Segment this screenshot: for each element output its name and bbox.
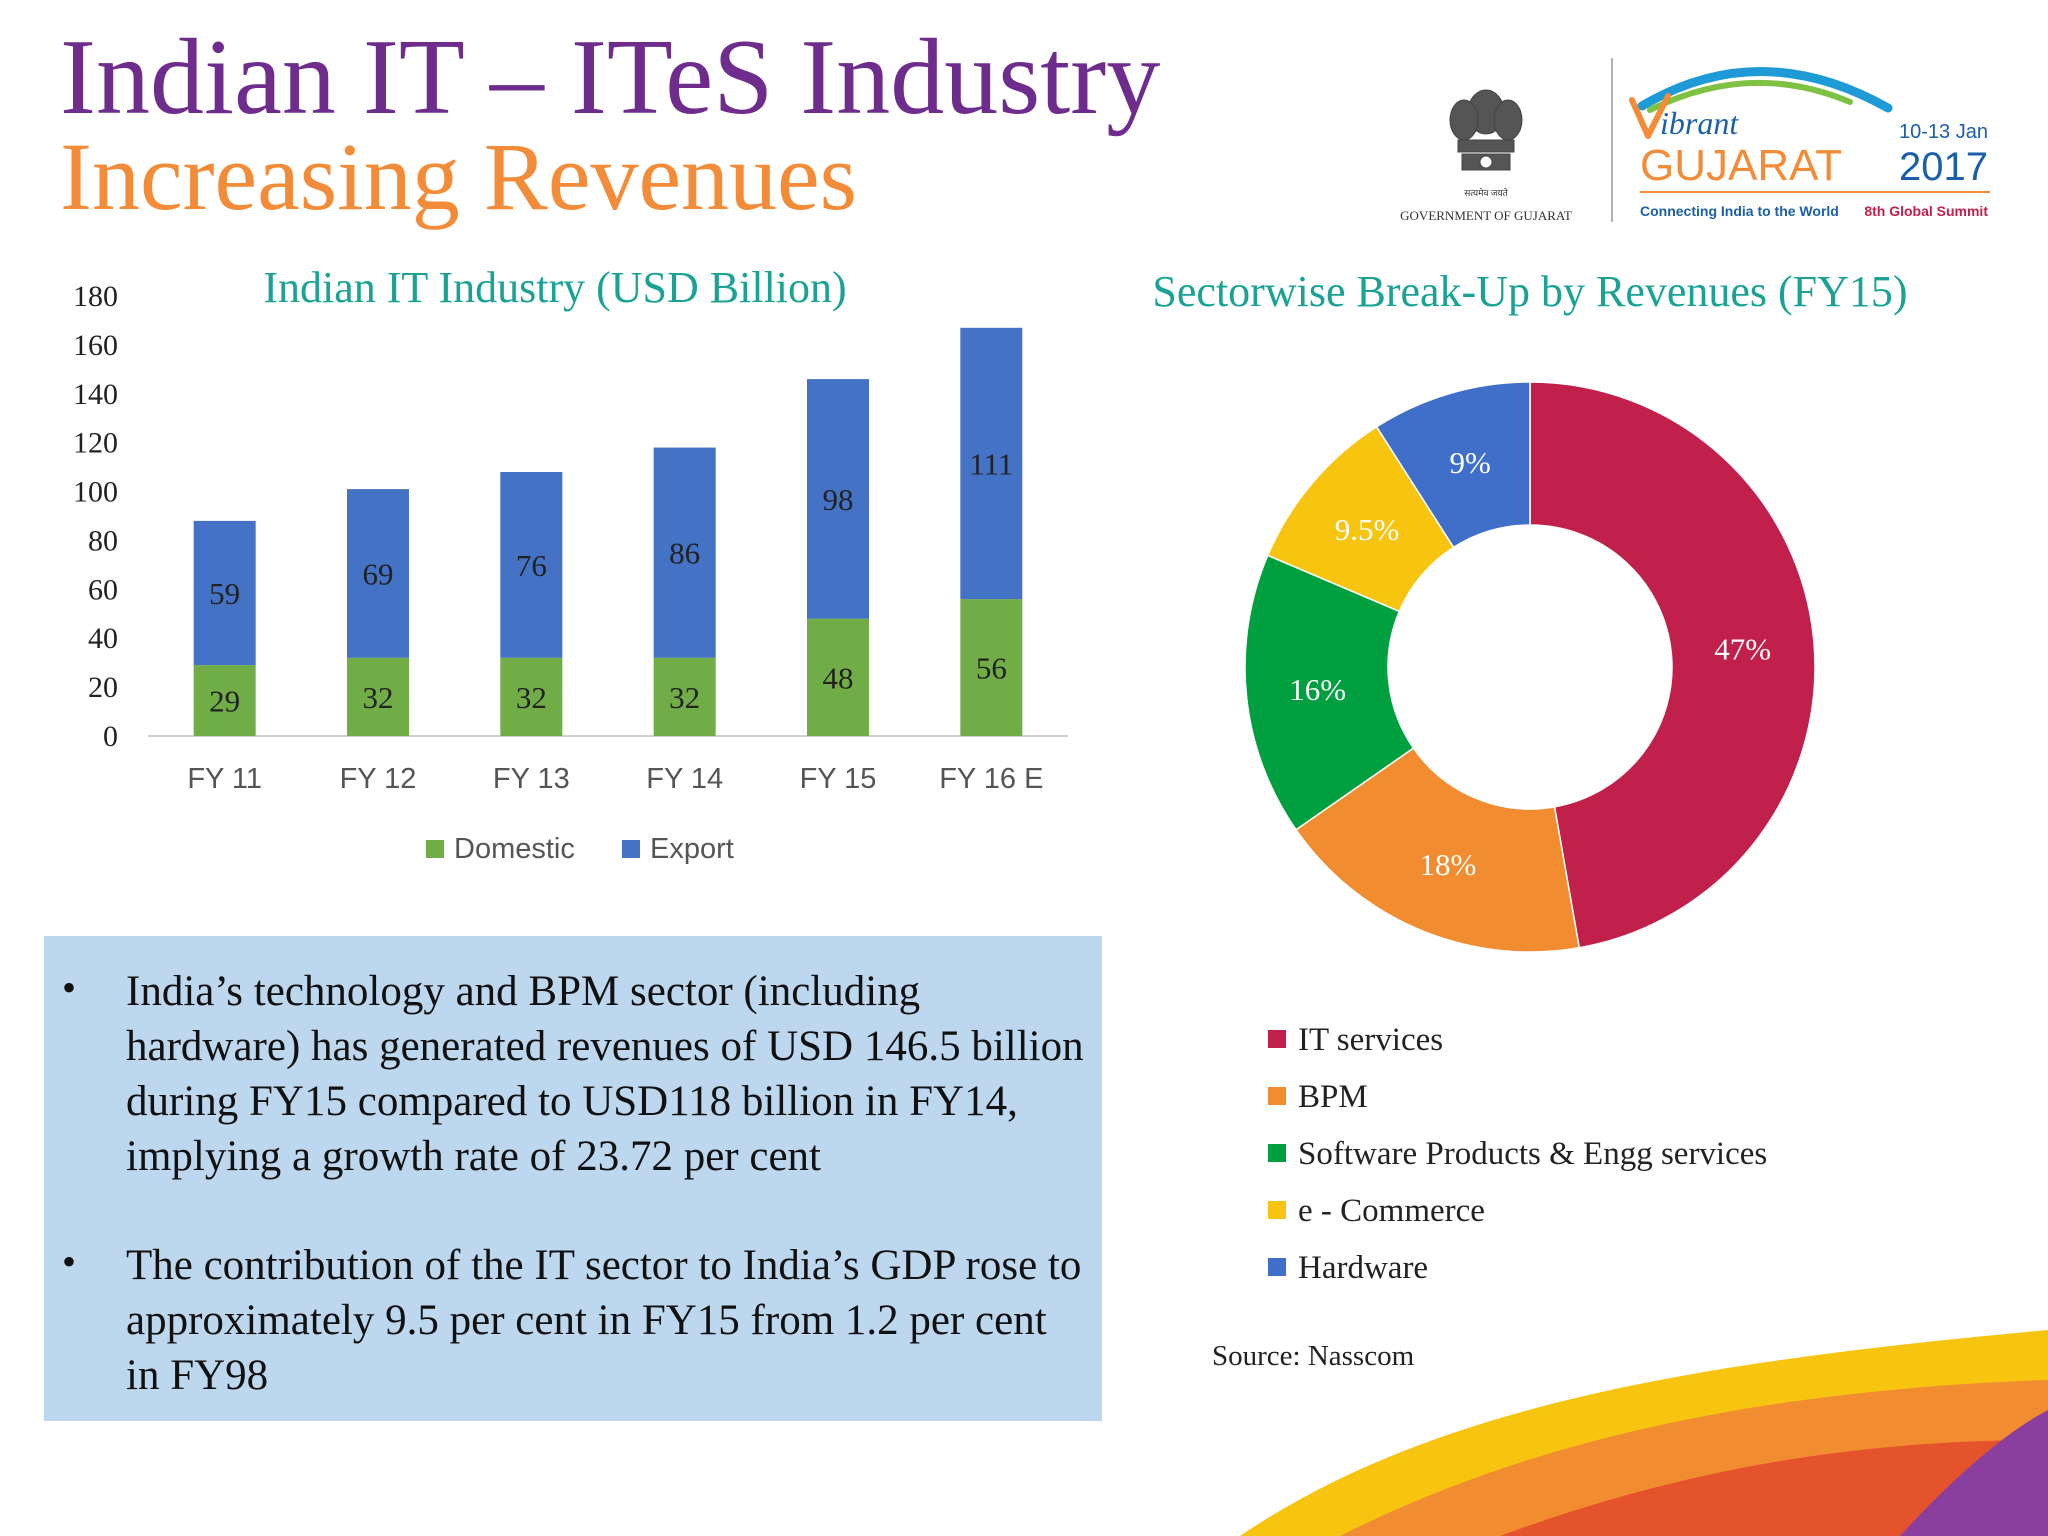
logos-svg: सत्यमेव जयते GOVERNMENT OF GUJARAT ibran…	[1400, 58, 1990, 223]
bar-export	[807, 379, 869, 619]
legend-label: Domestic	[454, 833, 575, 865]
y-tick-label: 120	[73, 427, 118, 460]
data-label: 56	[976, 651, 1007, 686]
vg-dates: 10-13 Jan	[1899, 121, 1988, 143]
bullet-symbol: •	[62, 1239, 77, 1284]
data-label: 111	[969, 446, 1013, 481]
data-label: 98	[823, 482, 854, 517]
vg-summit: 8th Global Summit	[1864, 203, 1988, 219]
bar-domestic	[960, 599, 1023, 736]
y-tick-label: 180	[73, 280, 118, 313]
slice-label: 16%	[1289, 672, 1346, 707]
data-label: 86	[669, 536, 700, 571]
bullet-text: India’s technology and BPM sector (inclu…	[126, 968, 1084, 1180]
x-tick-label: FY 16 E	[939, 763, 1043, 795]
swoosh-purple	[1900, 1410, 2048, 1536]
donut-slice	[1375, 381, 1531, 549]
vg-tagline: Connecting India to the World	[1640, 203, 1839, 219]
bar-domestic	[347, 657, 409, 736]
legend-swatch	[622, 840, 640, 858]
donut-slice	[1529, 381, 1816, 949]
y-tick-label: 100	[73, 476, 118, 509]
emblem-motto: सत्यमेव जयते	[1464, 187, 1508, 198]
legend-label: e - Commerce	[1298, 1193, 1485, 1229]
decorative-swoosh	[1240, 1330, 2048, 1536]
y-tick-label: 160	[73, 329, 118, 362]
bar-export	[347, 489, 409, 658]
legend-swatch	[1268, 1144, 1286, 1162]
legend-label: IT services	[1298, 1022, 1444, 1058]
legend-label: BPM	[1298, 1079, 1368, 1115]
vg-word-gujarat: GUJARAT	[1640, 141, 1842, 190]
x-tick-label: FY 14	[646, 763, 723, 795]
legend-item: Hardware	[1268, 1250, 1428, 1287]
page-title: Indian IT – ITeS Industry	[60, 18, 1161, 137]
slice-label: 18%	[1419, 847, 1476, 882]
slice-label: 9%	[1449, 445, 1490, 480]
legend-item: Software Products & Engg services	[1268, 1136, 1767, 1173]
data-label: 32	[669, 680, 700, 715]
data-label: 59	[209, 576, 240, 611]
donut-slice	[1294, 747, 1581, 953]
gov-caption: GOVERNMENT OF GUJARAT	[1400, 208, 1572, 223]
info-box: • India’s technology and BPM sector (inc…	[44, 936, 1102, 1421]
data-label: 32	[516, 680, 547, 715]
slice-label: 47%	[1714, 631, 1771, 666]
bar-export	[193, 520, 256, 666]
y-tick-label: 20	[88, 671, 118, 704]
slice-label: 9.5%	[1335, 512, 1400, 547]
donut-chart-title: Sectorwise Break-Up by Revenues (FY15)	[1152, 267, 1908, 316]
bar-export	[653, 447, 716, 658]
data-label: 48	[823, 660, 854, 695]
data-label: 29	[209, 684, 240, 719]
bar-chart-title: Indian IT Industry (USD Billion)	[263, 263, 847, 312]
legend-label: Export	[650, 833, 734, 865]
bar-chart: 0 20 40 60 80 100 120 140 160 180 29 59 FY 11 32 69 FY …	[73, 280, 1068, 865]
swoosh-red	[1500, 1440, 2048, 1536]
donut-slice	[1244, 554, 1415, 831]
page-subtitle: Increasing Revenues	[60, 123, 858, 230]
vg-arc-inner-icon	[1647, 79, 1853, 113]
data-label: 69	[363, 556, 394, 591]
y-tick-label: 0	[103, 720, 118, 753]
y-tick-label: 80	[88, 524, 118, 557]
legend-item: e - Commerce	[1268, 1193, 1485, 1230]
emblem-icon	[1449, 89, 1523, 171]
bullet-symbol: •	[62, 965, 77, 1010]
legend-label: Software Products & Engg services	[1298, 1136, 1768, 1172]
logo-area: सत्यमेव जयते GOVERNMENT OF GUJARAT ibran…	[1380, 50, 2000, 230]
y-tick-label: 40	[88, 622, 118, 655]
bar-domestic	[807, 618, 869, 736]
legend-swatch	[1268, 1201, 1286, 1219]
legend-swatch	[426, 840, 444, 858]
x-tick-label: FY 11	[187, 763, 262, 795]
bar-domestic	[193, 665, 256, 736]
x-tick-label: FY 13	[493, 763, 570, 795]
source-note: Source: Nasscom	[1212, 1340, 1415, 1372]
bar-domestic	[500, 657, 563, 736]
donut-chart: 47% 18% 16% 9.5% 9%	[1244, 381, 1816, 953]
legend-item: BPM	[1268, 1079, 1368, 1116]
bar-export	[960, 327, 1023, 600]
legend-swatch	[1268, 1258, 1286, 1276]
vg-arc-icon	[1637, 67, 1893, 113]
vg-word-ibrant: ibrant	[1660, 105, 1739, 141]
vg-v-icon	[1629, 93, 1671, 139]
legend-swatch	[1268, 1030, 1286, 1048]
bar-export	[500, 472, 563, 658]
y-tick-label: 60	[88, 573, 118, 606]
x-tick-label: FY 15	[800, 763, 877, 795]
y-tick-label: 140	[73, 378, 118, 411]
bar-domestic	[653, 657, 716, 736]
legend-swatch	[1268, 1087, 1286, 1105]
legend-label: Hardware	[1298, 1250, 1429, 1286]
bullet-text: The contribution of the IT sector to Ind…	[126, 1242, 1082, 1399]
vg-year: 2017	[1899, 145, 1988, 189]
data-label: 32	[363, 680, 394, 715]
data-label: 76	[516, 548, 547, 583]
legend-item: IT services	[1268, 1022, 1443, 1059]
x-tick-label: FY 12	[340, 763, 417, 795]
